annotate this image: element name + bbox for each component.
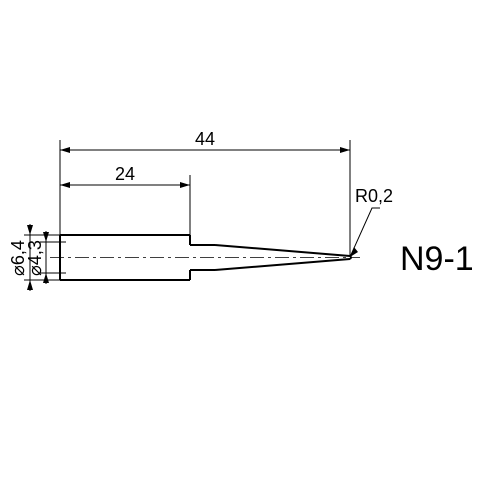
dim-tip-radius-value: R0,2 <box>355 186 393 206</box>
dim-shank-length-value: 24 <box>115 164 135 184</box>
dim-tip-radius: R0,2 <box>350 186 393 257</box>
dim-shank-length: 24 <box>60 164 190 188</box>
tip-dimension-drawing: 44 24 ⌀6,4 ⌀4,3 R0,2 N9-1 <box>0 0 500 500</box>
dim-inner-diameter: ⌀4,3 <box>25 231 49 284</box>
part-number-label: N9-1 <box>400 240 474 278</box>
dim-overall-length: 44 <box>60 129 350 153</box>
dim-overall-length-value: 44 <box>195 129 215 149</box>
dim-inner-diameter-value: ⌀4,3 <box>25 240 45 276</box>
